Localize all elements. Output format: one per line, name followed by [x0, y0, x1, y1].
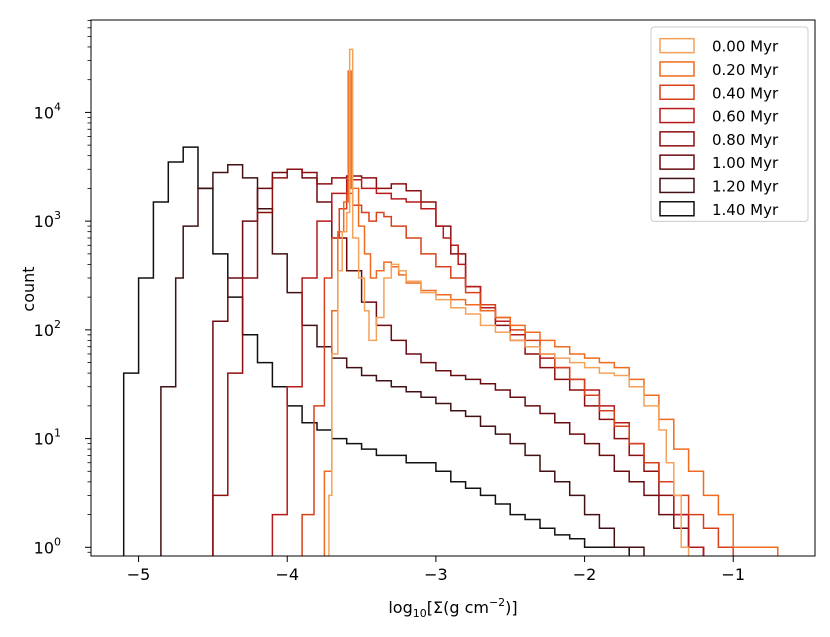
legend-label: 0.60 Myr	[712, 108, 779, 126]
legend-swatch	[659, 201, 695, 217]
plot-area	[90, 19, 816, 557]
legend: 0.00 Myr 0.20 Myr 0.40 Myr 0.60 Myr 0.80 Myr…	[650, 26, 809, 222]
x-tick-label: −4	[275, 565, 299, 584]
series-0-20-myrline	[323, 70, 779, 556]
legend-swatch	[659, 61, 695, 77]
x-tick-label: −5	[127, 565, 151, 584]
x-axis-ticks: −5 −4 −3 −2 −1	[127, 556, 745, 584]
legend-swatch	[659, 37, 695, 54]
x-axis-label-base: log	[388, 598, 412, 617]
legend-item: 0.60 Myr	[659, 107, 779, 126]
x-tick-label: −2	[573, 565, 597, 584]
series-0-60-myrline	[271, 179, 705, 556]
y-axis-ticks: 100 101 102 103 104	[34, 20, 91, 557]
legend-label: 1.20 Myr	[712, 177, 779, 195]
x-tick-label: −3	[424, 565, 448, 584]
y-tick-label: 101	[34, 427, 61, 449]
legend-item: 0.20 Myr	[659, 61, 779, 79]
series-1-40-myrline	[122, 146, 630, 556]
y-tick-label: 103	[34, 209, 61, 231]
legend-label: 0.40 Myr	[712, 84, 779, 102]
legend-label: 1.00 Myr	[712, 154, 779, 172]
series-0-00-myrline	[328, 48, 690, 556]
axes	[90, 19, 816, 557]
legend-item: 0.80 Myr	[659, 131, 779, 149]
legend-label: 0.80 Myr	[712, 131, 779, 149]
legend-label: 0.00 Myr	[712, 38, 779, 56]
x-axis-label: log10[Σ(g cm−2)]	[388, 596, 517, 620]
series-1-00-myrline	[212, 168, 705, 556]
x-tick-label: −1	[721, 565, 745, 584]
legend-swatch	[659, 154, 695, 170]
y-tick-label: 102	[34, 318, 61, 340]
legend-item: 1.20 Myr	[659, 177, 779, 195]
x-axis-label-end: )]	[505, 598, 517, 617]
legend-swatch	[659, 84, 695, 100]
legend-item: 0.40 Myr	[659, 84, 779, 102]
legend-item: 1.00 Myr	[659, 154, 779, 172]
series-0-40-myrline	[301, 192, 734, 556]
histogram-series-layer	[122, 48, 779, 556]
legend-label: 0.20 Myr	[712, 61, 779, 79]
y-tick-label: 104	[34, 100, 61, 122]
x-axis-label-middle: [Σ(g cm	[427, 598, 489, 617]
legend-swatch	[659, 177, 695, 194]
x-axis-label-superscript: −2	[489, 596, 505, 609]
y-tick-label: 100	[34, 535, 61, 557]
y-axis-label: count	[19, 266, 38, 311]
legend-item: 1.40 Myr	[659, 201, 779, 219]
legend-item: 0.00 Myr	[659, 37, 779, 56]
legend-swatch	[659, 131, 695, 147]
series-1-20-myrline	[160, 164, 645, 556]
legend-label: 1.40 Myr	[712, 201, 779, 219]
x-axis-label-subscript: 10	[413, 607, 427, 620]
legend-swatch	[659, 107, 695, 124]
